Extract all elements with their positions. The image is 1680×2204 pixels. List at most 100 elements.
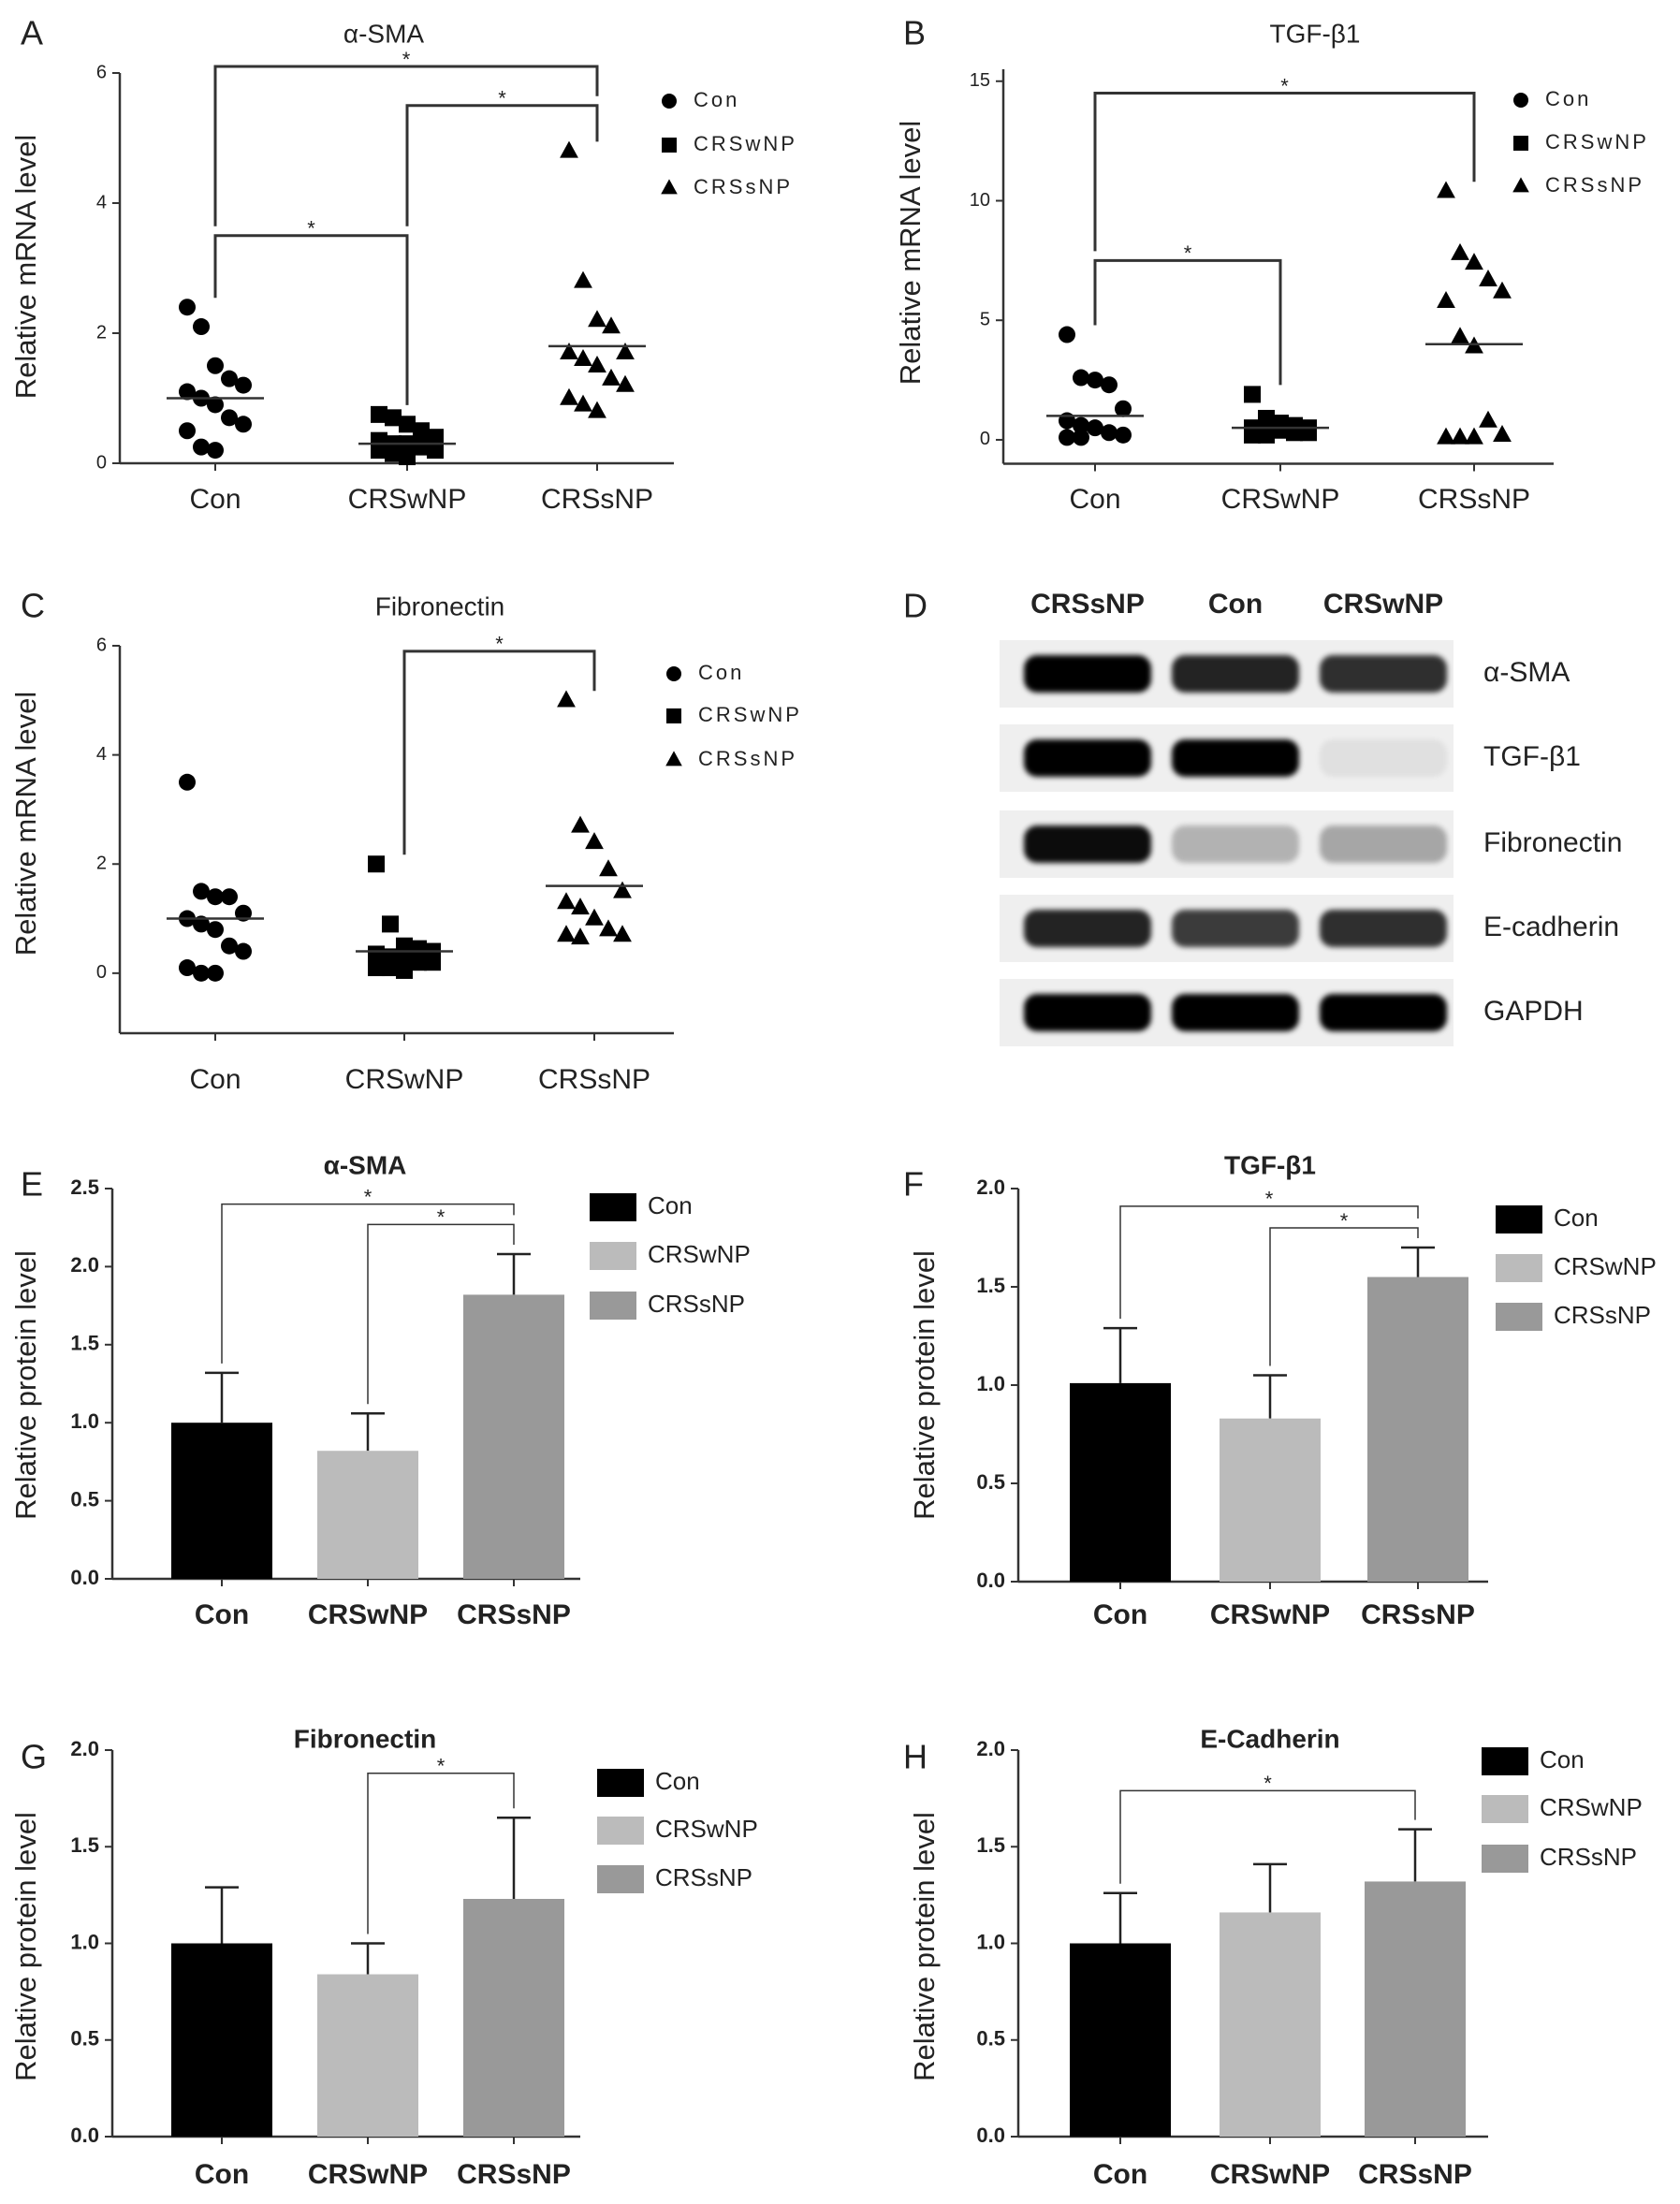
data-point [585,832,604,850]
data-point [371,405,387,423]
data-point [410,954,427,971]
data-point [207,396,224,414]
data-point [221,370,238,387]
significance-bracket [213,65,599,226]
row-label: E-cadherin [1483,912,1619,942]
x-tick-label: CRSsNP [457,2159,571,2190]
bar [463,1899,564,2137]
y-tick-label: 5 [980,310,990,330]
data-point [571,815,590,833]
blot-band [1320,739,1447,777]
data-point [588,355,606,372]
legend-swatch [590,1193,636,1221]
data-point [193,438,210,456]
legend-label: CRSwNP [648,1240,751,1268]
data-point [1244,386,1261,403]
data-point [399,416,416,433]
significance-label: * [1340,1209,1349,1233]
y-tick-label: 0 [96,962,107,983]
y-tick-label: 0.5 [70,2027,99,2051]
legend-label: CRSwNP [698,703,802,726]
data-point [413,422,430,440]
y-tick-label: 0 [980,429,990,449]
x-tick-label: Con [1093,2159,1147,2190]
legend-marker [662,94,677,109]
data-point [557,892,576,910]
row-label: Fibronectin [1483,827,1622,858]
x-tick-label: Con [195,1599,249,1630]
chart-title: Fibronectin [294,1724,436,1753]
data-point [207,442,224,460]
x-tick-label: CRSsNP [541,484,653,515]
legend-label: CRSsNP [698,747,797,770]
data-point [613,881,632,898]
x-tick-label: CRSwNP [348,484,467,515]
legend-label: Con [698,661,744,684]
data-point [424,954,441,971]
data-point [557,690,576,708]
data-point [1479,270,1497,286]
data-point [1101,424,1118,442]
blot-band [1172,994,1299,1031]
legend-marker [665,751,682,766]
legend-label: CRSwNP [1554,1252,1657,1280]
x-tick-label: CRSsNP [1418,484,1530,515]
data-point [193,883,210,900]
y-tick-label: 1.5 [976,1274,1005,1297]
data-point [179,299,196,316]
x-tick-label: CRSwNP [1221,484,1340,515]
legend-label: CRSsNP [655,1863,752,1891]
y-tick-label: 6 [96,635,107,655]
legend-swatch [1482,1845,1528,1873]
chart-title: TGF-β1 [1224,1150,1316,1179]
lane-label: CRSwNP [1323,589,1443,620]
x-tick-label: CRSwNP [308,2159,428,2190]
data-point [1101,376,1118,394]
data-point [179,959,196,977]
data-point [1115,400,1132,417]
x-tick-label: Con [1093,1599,1147,1630]
legend-swatch [597,1817,644,1845]
data-point [221,937,238,955]
data-point [574,349,592,366]
legend-label: CRSsNP [1554,1301,1651,1329]
data-point [207,357,224,374]
significance-label: * [1265,1188,1274,1211]
panel-label: F [903,1165,924,1204]
blot-band [1172,739,1299,777]
significance-label: * [307,217,315,241]
data-point [616,343,635,360]
significance-bracket [1093,258,1282,386]
legend-swatch [597,1769,644,1797]
y-tick-label: 4 [96,744,107,765]
significance-bracket [1119,1205,1419,1320]
legend-marker [1512,177,1529,193]
data-point [235,416,252,433]
data-point [427,429,444,446]
data-point [560,140,578,158]
y-tick-label: 1.5 [70,1833,99,1857]
chart-title: α-SMA [324,1150,407,1179]
legend-swatch [1482,1747,1528,1775]
significance-label: * [437,1205,446,1229]
legend-label: Con [648,1191,693,1219]
data-point [1437,427,1455,445]
data-point [1437,181,1455,198]
data-point [599,919,618,937]
data-point [557,925,576,942]
significance-label: * [495,633,504,656]
y-tick-label: 1.5 [976,1833,1005,1857]
significance-label: * [437,1755,446,1778]
x-tick-label: CRSsNP [1358,2159,1472,2190]
x-tick-label: CRSwNP [345,1064,464,1095]
chart-title: Fibronectin [375,591,505,620]
panel-label: E [21,1165,43,1204]
legend-label: Con [694,88,739,111]
data-point [588,310,606,328]
y-axis-label: Relative mRNA level [9,135,42,400]
data-point [613,925,632,942]
data-point [1073,429,1089,446]
y-tick-label: 1.5 [70,1332,99,1355]
y-tick-label: 2.0 [70,1253,99,1277]
